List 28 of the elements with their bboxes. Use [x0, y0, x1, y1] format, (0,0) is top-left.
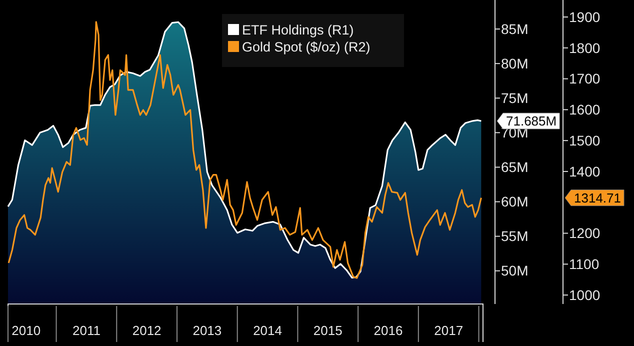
legend-label: ETF Holdings (R1) [242, 22, 354, 38]
y2-tick-label: 1000 [569, 286, 600, 303]
x-tick-label: 2017 [434, 323, 464, 338]
x-tick-label: 2014 [253, 323, 282, 338]
y2-tick-label: 1200 [569, 225, 600, 242]
y-tick-label: 80M [501, 55, 528, 72]
y2-tick-label: 1100 [569, 256, 600, 272]
y-tick-label: 55M [501, 228, 528, 244]
value-tag: 1314.71 [564, 190, 624, 206]
x-tick-label: 2015 [313, 323, 342, 338]
y2-tick-label: 1400 [569, 163, 600, 180]
y2-tick-label: 1500 [569, 132, 600, 148]
x-tick-label: 2016 [374, 323, 403, 338]
x-tick-label: 2013 [192, 323, 222, 338]
x-tick-label: 2012 [132, 323, 162, 338]
y-tick-label: 50M [501, 262, 528, 279]
legend-label: Gold Spot ($/oz) (R2) [242, 40, 370, 55]
x-tick-label: 2010 [12, 323, 41, 338]
y-tick-label: 60M [501, 194, 528, 210]
y2-tick-label: 1600 [569, 102, 600, 118]
y2-tick-label: 1900 [569, 8, 600, 25]
y-tick-label: 65M [501, 159, 528, 176]
x-tick-label: 2011 [72, 323, 100, 338]
value-tag: 71.685M [496, 112, 560, 130]
y-tick-label: 85M [501, 20, 528, 37]
y-tick-label: 75M [501, 90, 528, 106]
y2-tick-label: 1800 [569, 40, 600, 56]
y2-tick-label: 1700 [569, 70, 600, 87]
